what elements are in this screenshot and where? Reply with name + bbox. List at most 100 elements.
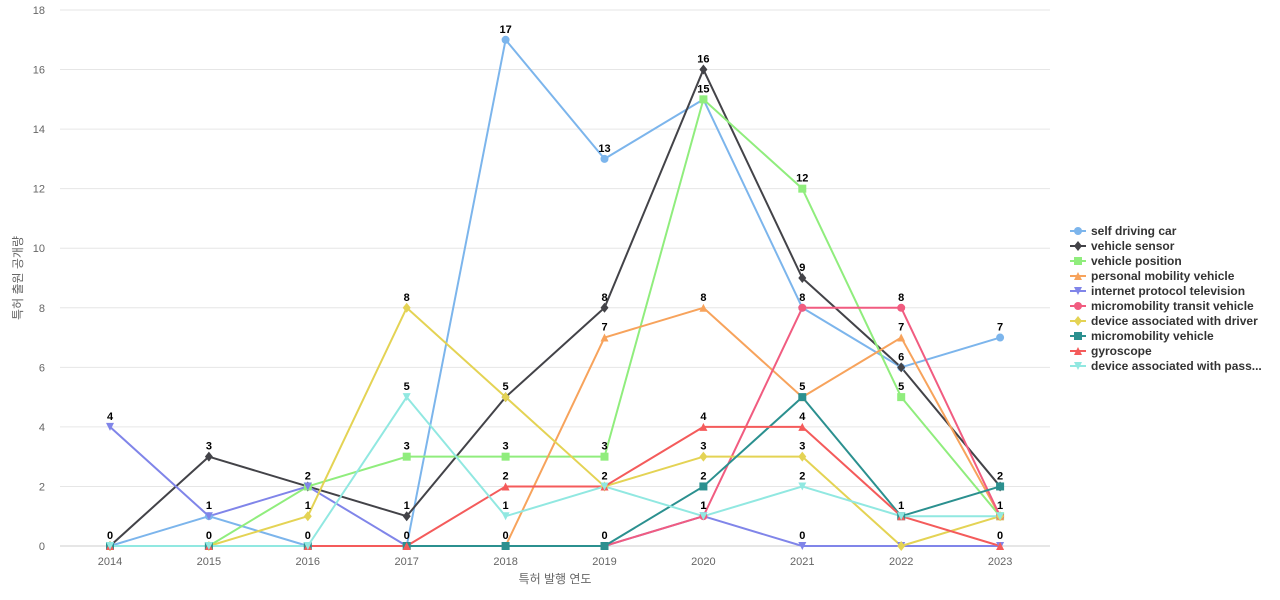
data-label: 2 <box>601 470 607 482</box>
gridlines <box>60 9 1050 487</box>
data-point <box>402 511 411 522</box>
data-label: 15 <box>697 83 709 95</box>
data-point <box>501 542 510 550</box>
legend-item[interactable]: internet protocol television <box>1070 284 1245 298</box>
data-point <box>402 393 411 402</box>
data-label: 1 <box>700 500 706 512</box>
series-line <box>109 396 1002 547</box>
x-tick-label: 2020 <box>691 556 715 568</box>
data-label: 0 <box>206 530 212 542</box>
legend-item[interactable]: self driving car <box>1070 224 1177 238</box>
legend-item[interactable]: personal mobility vehicle <box>1070 269 1235 283</box>
data-label: 1 <box>305 500 311 512</box>
legend-item[interactable]: vehicle sensor <box>1070 239 1175 253</box>
legend-marker <box>1074 347 1082 355</box>
legend-marker <box>1074 257 1082 265</box>
data-label: 0 <box>404 530 410 542</box>
legend-marker <box>1074 362 1082 370</box>
y-axis-ticks: 0 2 4 6 8 10 12 14 16 18 <box>33 5 45 553</box>
x-tick-label: 2022 <box>889 556 913 568</box>
data-point <box>600 154 609 163</box>
data-point <box>798 184 807 193</box>
series-markers <box>106 35 1005 551</box>
data-label: 0 <box>503 530 509 542</box>
legend-item[interactable]: gyroscope <box>1070 344 1152 358</box>
series-line <box>109 98 1002 547</box>
legend-item[interactable]: micromobility transit vehicle <box>1070 299 1254 313</box>
data-label: 7 <box>997 322 1003 334</box>
data-label: 6 <box>898 351 904 363</box>
y-tick-label: 12 <box>33 184 45 196</box>
data-point <box>501 35 510 44</box>
data-label: 0 <box>107 530 113 542</box>
x-axis-ticks: 2014 2015 2016 2017 2018 2019 2020 2021 2022 2023 <box>98 556 1013 568</box>
data-label: 3 <box>404 441 410 453</box>
x-tick-label: 2021 <box>790 556 814 568</box>
x-tick-label: 2015 <box>197 556 221 568</box>
data-label: 4 <box>700 411 707 423</box>
data-point <box>798 451 807 462</box>
data-point <box>402 452 411 461</box>
data-point <box>106 422 114 431</box>
data-label: 8 <box>898 292 904 304</box>
data-point <box>897 393 906 402</box>
data-point <box>501 452 510 461</box>
legend-marker <box>1074 316 1082 326</box>
data-point <box>204 542 213 550</box>
y-axis-title: 특허 출원 공개량 <box>11 236 25 320</box>
data-point <box>699 482 708 491</box>
data-label: 0 <box>305 530 311 542</box>
data-label: 3 <box>601 441 607 453</box>
data-point <box>402 302 411 313</box>
data-point <box>897 362 906 373</box>
series-line <box>109 68 1002 547</box>
x-axis-title: 특허 발행 연도 <box>519 571 592 586</box>
data-point <box>996 512 1005 521</box>
data-label: 7 <box>898 322 904 334</box>
data-label: 5 <box>898 381 904 393</box>
data-label: 3 <box>799 441 805 453</box>
legend-label: vehicle position <box>1091 254 1182 268</box>
data-label: 0 <box>997 530 1003 542</box>
data-point <box>303 542 312 550</box>
data-point <box>699 512 708 521</box>
data-point <box>106 542 114 550</box>
data-label: 5 <box>799 381 805 393</box>
x-tick-label: 2016 <box>296 556 320 568</box>
x-tick-label: 2023 <box>988 556 1012 568</box>
legend-label: gyroscope <box>1091 344 1152 358</box>
data-label: 5 <box>503 381 509 393</box>
data-label: 5 <box>404 381 410 393</box>
data-point <box>897 333 906 342</box>
data-label: 3 <box>206 441 212 453</box>
data-point <box>600 302 609 313</box>
legend-item[interactable]: vehicle position <box>1070 254 1182 268</box>
data-point <box>501 482 510 491</box>
legend-item[interactable]: micromobility vehicle <box>1070 329 1214 343</box>
data-label: 0 <box>799 530 805 542</box>
legend-label: vehicle sensor <box>1091 239 1175 253</box>
legend-item[interactable]: device associated with driver <box>1070 314 1258 328</box>
legend-label: device associated with pass... <box>1091 359 1262 373</box>
data-point <box>600 452 609 461</box>
legend-marker <box>1074 332 1082 340</box>
x-tick-label: 2014 <box>98 556 122 568</box>
data-point <box>600 333 609 342</box>
series-line <box>109 38 1002 547</box>
legend-item[interactable]: device associated with pass... <box>1070 359 1262 373</box>
data-label: 1 <box>503 500 509 512</box>
data-label: 1 <box>404 500 410 512</box>
data-label: 3 <box>700 441 706 453</box>
data-point <box>600 542 609 550</box>
y-tick-label: 6 <box>39 362 45 374</box>
legend-label: micromobility vehicle <box>1091 329 1214 343</box>
legend-marker <box>1074 241 1082 251</box>
legend-label: self driving car <box>1091 224 1177 238</box>
data-point <box>897 541 906 551</box>
data-point <box>798 422 807 431</box>
data-label: 13 <box>598 143 610 155</box>
data-label: 1 <box>700 500 706 512</box>
